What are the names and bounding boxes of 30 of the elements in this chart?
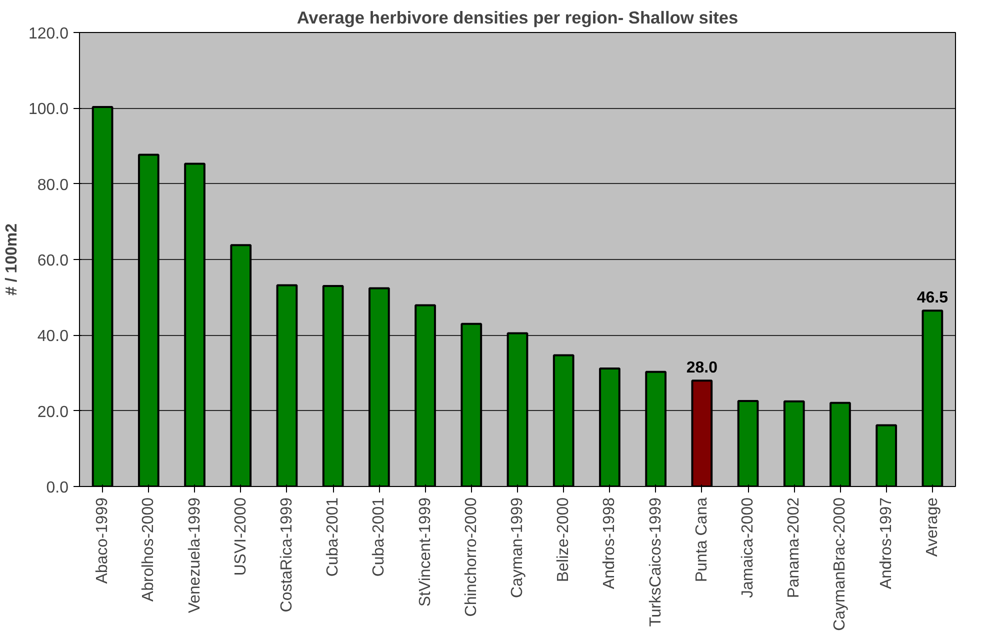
y-tick-label: 40.0 — [37, 328, 69, 346]
y-tick-label: 20.0 — [37, 404, 69, 421]
x-tick-label: Cuba-2001 — [324, 497, 342, 577]
x-tick-label: Belize-2000 — [555, 497, 572, 582]
x-tick-label: Panama-2002 — [786, 497, 803, 598]
y-axis-title: # / 100m2 — [3, 223, 20, 296]
x-tick-label: CostaRica-1999 — [278, 497, 296, 612]
y-tick-label: 80.0 — [37, 176, 69, 194]
data-label: 28.0 — [686, 360, 718, 377]
x-tick-label: Andros-1997 — [878, 497, 895, 590]
x-tick-label: USVI-2000 — [232, 497, 250, 576]
x-tick-label: Cuba-2001 — [370, 497, 388, 577]
x-tick-label: Venezuela-1999 — [186, 497, 204, 614]
y-tick-label: 100.0 — [28, 101, 69, 118]
x-tick-label: Punta Cana — [693, 497, 710, 582]
chart-title: Average herbivore densities per region- Shallow sites — [296, 8, 738, 28]
x-tick-label: CaymanBrac-2000 — [832, 497, 849, 631]
x-tick-label: Average — [924, 497, 941, 557]
x-tick-label: Jamaica-2000 — [740, 497, 757, 598]
x-tick-label: Cayman-1999 — [509, 497, 526, 598]
x-tick-label: TurksCaicos-1999 — [647, 497, 664, 627]
x-tick-label: Andros-1998 — [601, 497, 618, 590]
x-tick-label: Chinchorro-2000 — [462, 497, 480, 617]
y-tick-label: 120.0 — [28, 26, 69, 42]
data-label: 46.5 — [916, 290, 948, 307]
y-tick-label: 0.0 — [46, 480, 69, 496]
x-tick-label: Abrolhos-2000 — [140, 497, 158, 602]
x-tick-label: StVincent-1999 — [416, 497, 434, 607]
x-tick-label: Abaco-1999 — [94, 497, 112, 584]
y-tick-label: 60.0 — [37, 252, 69, 270]
